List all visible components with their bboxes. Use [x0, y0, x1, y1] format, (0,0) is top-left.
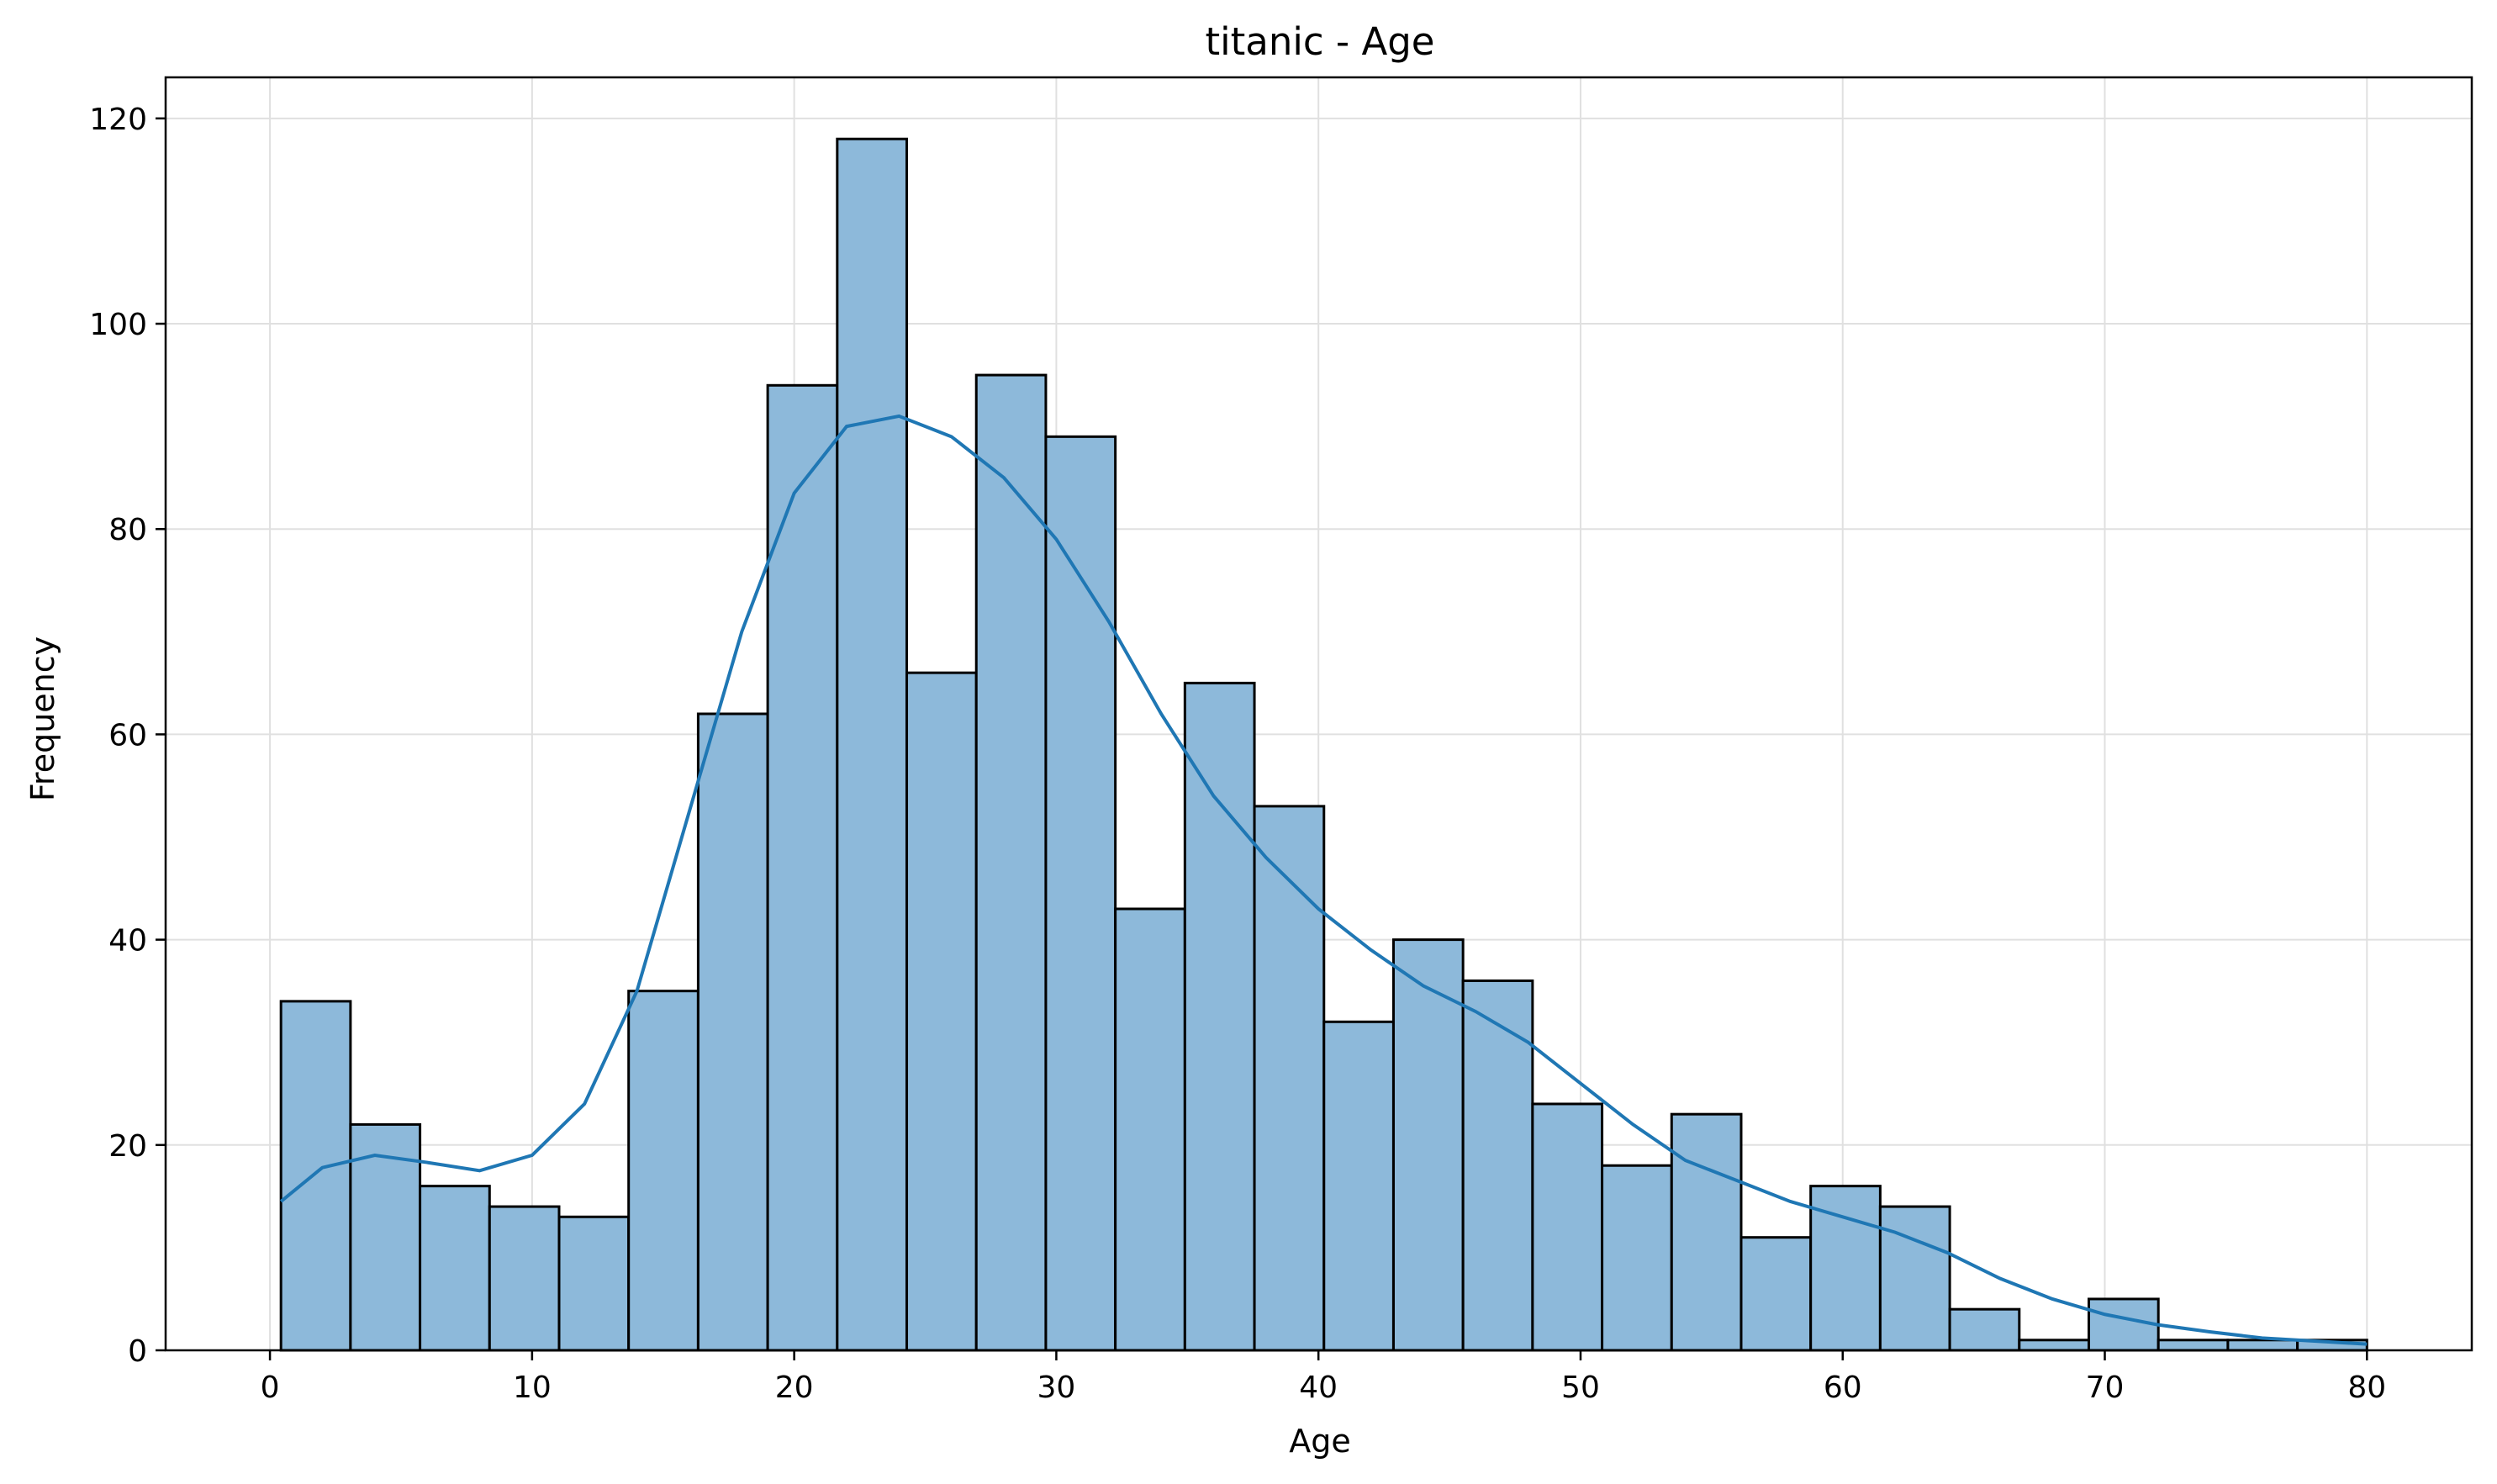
y-tick-label: 100: [89, 308, 147, 342]
histogram-bar: [2156, 1339, 2230, 1352]
histogram-bar: [1531, 1102, 1604, 1352]
histogram-bar: [419, 1185, 491, 1352]
histogram-bar: [1044, 435, 1117, 1352]
y-axis-ticks: 0 20 40 60 80 100 120: [89, 103, 166, 1369]
x-tick-label: 0: [261, 1370, 280, 1405]
x-tick-label: 30: [1037, 1370, 1076, 1405]
x-tick-label: 80: [2347, 1370, 2386, 1405]
histogram-bar: [974, 373, 1048, 1352]
x-axis-label: Age: [1289, 1423, 1351, 1460]
histogram-bar: [349, 1122, 422, 1352]
histogram-bar: [557, 1215, 631, 1352]
histogram-bar: [1948, 1307, 2021, 1352]
histogram-bar: [2018, 1339, 2091, 1352]
x-tick-label: 10: [513, 1370, 552, 1405]
histogram-bar: [1253, 805, 1326, 1352]
y-tick-label: 60: [108, 718, 147, 753]
histogram-bar: [1878, 1205, 1951, 1352]
histogram-bar: [279, 1000, 352, 1352]
y-tick-label: 120: [89, 103, 147, 137]
kde-curve: [279, 414, 2368, 1346]
y-tick-label: 80: [108, 513, 147, 547]
histogram-bar: [627, 990, 699, 1352]
chart-title: titanic - Age: [1205, 19, 1434, 64]
y-tick-label: 20: [108, 1129, 147, 1164]
histogram-bar: [696, 712, 769, 1352]
bars: [279, 137, 2368, 1352]
y-tick-label: 0: [128, 1334, 147, 1369]
x-tick-label: 60: [1824, 1370, 1862, 1405]
histogram-bar: [1670, 1112, 1743, 1352]
x-axis-ticks: 0 10 20 30 40 50 60 70 80: [261, 1350, 2386, 1405]
y-tick-label: 40: [108, 924, 147, 959]
histogram-bar: [766, 383, 839, 1352]
histogram-bar: [488, 1205, 561, 1352]
x-tick-label: 70: [2086, 1370, 2125, 1405]
y-axis-label: Frequency: [24, 636, 61, 801]
histogram-bar: [836, 137, 909, 1352]
histogram-bar: [2226, 1339, 2299, 1352]
histogram-bar: [1809, 1185, 1882, 1352]
histogram-bar: [1183, 681, 1256, 1352]
histogram-bar: [1601, 1164, 1673, 1352]
histogram-bar: [1114, 907, 1186, 1352]
histogram-bar: [1739, 1236, 1813, 1352]
x-tick-label: 50: [1561, 1370, 1600, 1405]
histogram-bar: [1461, 979, 1534, 1352]
histogram-bar: [2088, 1297, 2160, 1352]
x-tick-label: 40: [1299, 1370, 1338, 1405]
histogram-bar: [1322, 1020, 1395, 1352]
x-tick-label: 20: [775, 1370, 814, 1405]
histogram-bar: [905, 671, 978, 1352]
